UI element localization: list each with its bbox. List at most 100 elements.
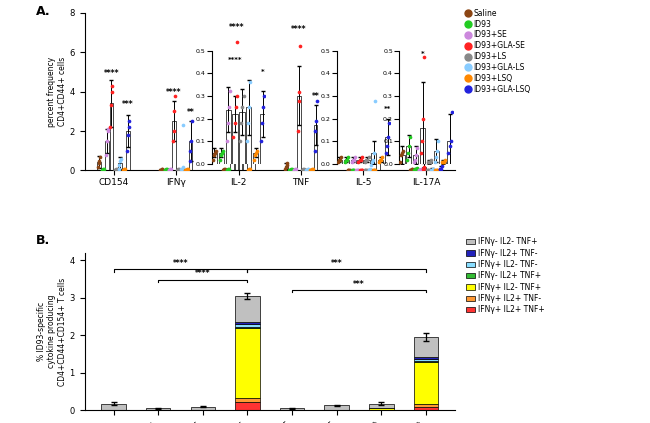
Point: [243, 120, 254, 126]
Bar: [324, 405, 349, 410]
Point: [101, 137, 112, 144]
Point: [237, 128, 247, 135]
Point: [423, 167, 434, 174]
Point: [174, 166, 184, 173]
Point: [364, 167, 374, 173]
Point: [228, 134, 239, 140]
Point: [426, 167, 437, 173]
Point: [114, 165, 124, 172]
Point: [359, 167, 370, 174]
Point: [343, 167, 354, 173]
Point: [420, 158, 430, 165]
Point: [361, 167, 372, 173]
Point: [369, 167, 380, 173]
Point: [419, 165, 429, 172]
Bar: [146, 409, 170, 410]
Bar: [439, 168, 443, 170]
Point: [284, 167, 294, 173]
Bar: [420, 128, 425, 164]
Point: [293, 98, 304, 105]
Bar: [235, 322, 260, 324]
Point: [348, 167, 358, 173]
Point: [301, 167, 311, 173]
Point: [365, 166, 375, 173]
Point: [344, 167, 355, 173]
Bar: [235, 402, 260, 410]
Point: [376, 156, 387, 163]
Bar: [190, 407, 215, 410]
Legend: Saline, ID93, ID93+SE, ID93+GLA-SE, ID93+LS, ID93+GLA-LS, ID93+LSQ, ID93+GLA-LSQ: Saline, ID93, ID93+SE, ID93+GLA-SE, ID93…: [466, 8, 530, 94]
Point: [422, 167, 432, 174]
Point: [230, 108, 240, 115]
Bar: [413, 362, 438, 404]
Point: [419, 54, 430, 61]
Point: [430, 159, 440, 165]
Text: ****: ****: [166, 88, 181, 97]
Point: [210, 149, 220, 156]
Point: [341, 156, 351, 163]
Point: [416, 149, 426, 156]
Bar: [413, 155, 419, 164]
Point: [365, 162, 376, 168]
Text: ***: ***: [331, 259, 343, 268]
Point: [361, 156, 372, 163]
Point: [258, 104, 268, 111]
Bar: [358, 159, 363, 164]
Point: [251, 149, 261, 156]
Point: [343, 154, 353, 161]
Point: [181, 166, 192, 173]
Point: [99, 166, 109, 173]
Point: [245, 79, 255, 86]
Point: [356, 167, 366, 173]
Point: [445, 143, 455, 149]
Point: [176, 166, 187, 173]
Point: [252, 147, 263, 154]
Point: [109, 167, 120, 173]
Bar: [371, 153, 376, 164]
Bar: [253, 153, 258, 164]
Point: [229, 120, 240, 126]
Point: [182, 166, 192, 173]
Bar: [101, 404, 126, 410]
Point: [282, 159, 293, 166]
Bar: [413, 407, 438, 410]
Text: *: *: [251, 59, 255, 68]
Point: [433, 138, 443, 145]
Point: [165, 166, 176, 173]
Point: [111, 166, 122, 173]
Point: [222, 138, 232, 145]
Point: [411, 165, 421, 172]
Point: [242, 167, 253, 173]
Point: [174, 166, 185, 173]
Point: [411, 165, 422, 171]
Point: [367, 159, 378, 165]
Point: [231, 88, 241, 95]
Point: [415, 166, 426, 173]
Point: [347, 167, 358, 174]
Point: [181, 166, 191, 173]
Point: [243, 166, 254, 173]
Point: [405, 134, 415, 140]
Point: [172, 166, 183, 173]
Point: [307, 166, 317, 173]
Point: [409, 159, 419, 165]
Text: ****: ****: [195, 269, 211, 278]
Point: [428, 166, 438, 173]
Point: [239, 157, 249, 164]
Point: [373, 143, 384, 150]
Bar: [218, 153, 224, 164]
Point: [414, 167, 424, 173]
Point: [124, 118, 135, 124]
Point: [237, 104, 248, 111]
Point: [383, 134, 393, 140]
Point: [248, 88, 259, 95]
Bar: [212, 153, 217, 164]
Point: [418, 166, 428, 173]
Point: [360, 159, 370, 165]
Point: [291, 166, 301, 173]
Point: [426, 167, 436, 174]
Point: [436, 159, 447, 165]
Bar: [413, 337, 438, 357]
Bar: [369, 404, 393, 409]
Point: [346, 159, 357, 165]
